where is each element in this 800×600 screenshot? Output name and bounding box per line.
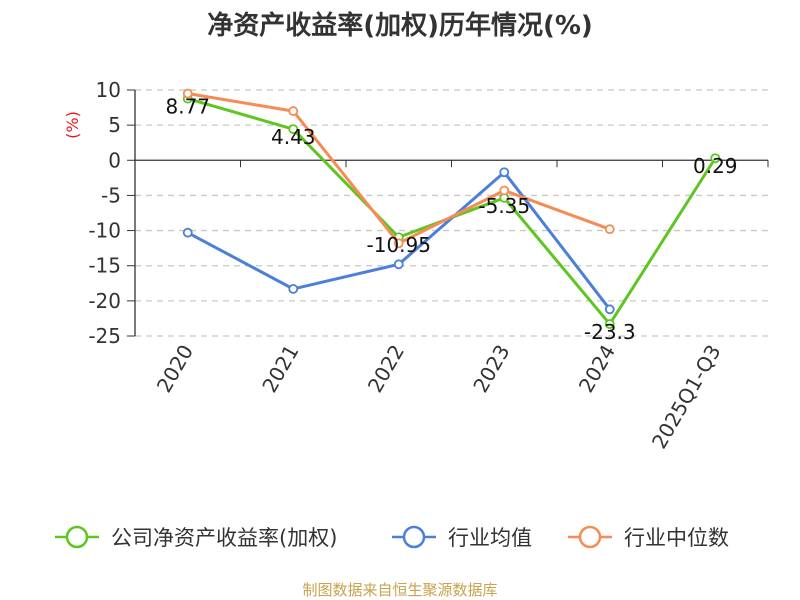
x-tick-label: 2025Q1-Q3 [647, 341, 726, 453]
data-point [499, 185, 510, 196]
legend-marker [65, 525, 89, 549]
chart-title: 净资产收益率(加权)历年情况(%) [207, 10, 593, 41]
x-tick-label: 2020 [152, 341, 198, 397]
data-point [288, 106, 299, 116]
y-axis-unit: (%) [63, 111, 82, 139]
x-tick-label: 2024 [574, 341, 620, 397]
y-tick-label: -25 [88, 324, 121, 348]
y-tick-label: 0 [108, 148, 121, 172]
data-labels: 8.77 4.43 -10.95 -5.35 -23.3 0.29 [165, 95, 737, 344]
data-label: 8.77 [165, 95, 210, 119]
x-tick-label: 2021 [257, 341, 303, 397]
y-tick-label: 5 [108, 113, 121, 137]
legend-label: 行业中位数 [624, 526, 729, 550]
data-point [288, 124, 299, 135]
legend-label: 公司净资产收益率(加权) [111, 526, 337, 550]
data-point [182, 88, 193, 99]
data-point [604, 304, 615, 315]
data-point [604, 224, 615, 235]
y-tick-label: -5 [101, 183, 121, 207]
legend-marker [578, 525, 602, 549]
data-point [710, 153, 721, 164]
series-line [187, 97, 717, 326]
data-point [288, 284, 299, 294]
y-tick-label: -20 [88, 289, 121, 313]
data-label: -23.3 [584, 320, 636, 344]
legend-marker [402, 525, 426, 549]
data-label: 0.29 [693, 154, 738, 178]
data-point [182, 227, 193, 238]
data-label: 4.43 [271, 125, 316, 149]
source-note: 制图数据来自恒生聚源数据库 [302, 581, 497, 599]
data-point [393, 259, 404, 270]
data-label: -5.35 [478, 194, 530, 218]
gridlines [135, 89, 768, 337]
x-tick-labels: 2020 2021 2022 2023 2024 2025Q1-Q3 [152, 341, 726, 453]
legend-label: 行业均值 [448, 526, 532, 550]
y-tick-label: 10 [96, 78, 121, 102]
data-label: -10.95 [367, 233, 431, 257]
axes [127, 89, 769, 337]
y-tick-label: -15 [88, 254, 121, 278]
y-tick-label: -10 [88, 219, 121, 243]
data-point [499, 167, 510, 178]
data-point [604, 319, 615, 329]
x-tick-label: 2023 [468, 341, 514, 397]
y-tick-labels: 10 5 0 -5 -10 -15 -20 -25 [88, 78, 121, 348]
x-tick-label: 2022 [363, 341, 409, 397]
data-point [393, 238, 404, 249]
series-lines [182, 88, 721, 329]
legend: 公司净资产收益率(加权) 行业均值 行业中位数 [55, 525, 729, 550]
